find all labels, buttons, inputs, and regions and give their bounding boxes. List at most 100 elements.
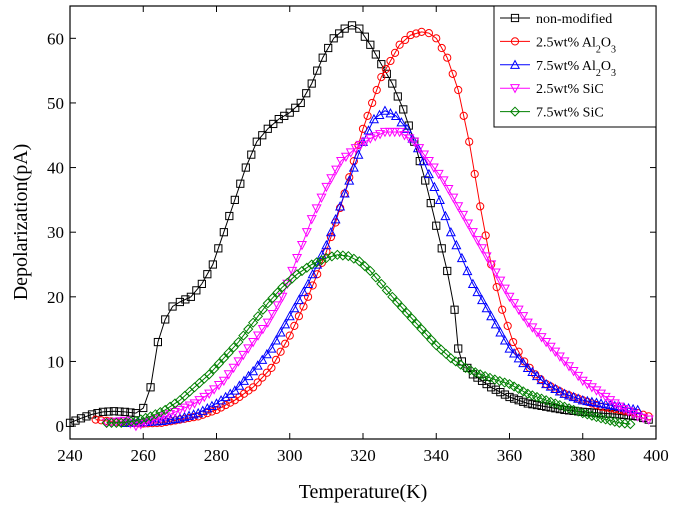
data-point xyxy=(186,292,195,301)
data-point xyxy=(292,253,303,264)
data-point xyxy=(371,50,380,59)
legend-marker xyxy=(509,84,521,94)
data-point xyxy=(204,389,215,400)
data-point xyxy=(577,376,588,387)
series-line xyxy=(69,24,649,424)
legend-marker xyxy=(510,37,520,46)
data-point xyxy=(271,355,281,364)
data-point xyxy=(542,402,551,411)
data-point xyxy=(481,302,492,313)
data-point xyxy=(228,363,239,374)
data-point xyxy=(433,169,444,180)
data-point xyxy=(306,215,317,225)
data-point xyxy=(153,337,163,347)
data-point xyxy=(331,165,342,175)
data-point xyxy=(335,201,346,211)
data-point xyxy=(460,362,471,374)
data-point xyxy=(267,363,276,373)
x-tick-label: 340 xyxy=(424,446,450,465)
data-point xyxy=(233,336,244,348)
data-point xyxy=(311,257,322,268)
data-point xyxy=(394,127,405,138)
data-point xyxy=(326,251,337,262)
data-point xyxy=(233,357,244,367)
data-point xyxy=(387,291,398,302)
data-point xyxy=(601,409,610,418)
data-point xyxy=(343,250,354,262)
data-point xyxy=(349,157,358,166)
legend-label: 7.5wt% Al2O3 xyxy=(536,59,616,79)
data-point xyxy=(272,301,283,311)
data-point xyxy=(130,415,142,427)
data-point xyxy=(294,312,304,321)
data-point xyxy=(82,412,91,421)
data-point xyxy=(324,43,333,53)
data-point xyxy=(443,185,454,195)
data-point xyxy=(329,34,338,43)
data-point xyxy=(582,395,593,406)
data-point xyxy=(499,284,510,294)
data-point xyxy=(390,48,400,57)
data-point xyxy=(591,397,602,407)
y-tick-label: 10 xyxy=(47,352,64,371)
data-point xyxy=(632,404,643,415)
data-point xyxy=(450,356,461,367)
data-point xyxy=(225,388,236,398)
x-tick-label: 260 xyxy=(131,446,157,465)
legend-label-part: O xyxy=(601,35,611,50)
data-point xyxy=(209,385,220,395)
data-point xyxy=(146,383,155,392)
data-point xyxy=(504,292,515,303)
data-point xyxy=(326,174,337,184)
legend-label-part: 7.5wt% SiC xyxy=(536,106,604,121)
data-point xyxy=(267,309,278,320)
data-point xyxy=(596,389,607,400)
data-point xyxy=(437,43,446,53)
data-point xyxy=(381,285,392,296)
data-point xyxy=(291,103,300,112)
data-point xyxy=(287,266,298,277)
legend-marker xyxy=(509,59,521,69)
data-point xyxy=(311,204,322,214)
data-point xyxy=(252,137,261,146)
data-point xyxy=(438,176,449,186)
data-point xyxy=(472,236,483,246)
data-point xyxy=(243,370,254,381)
data-point xyxy=(487,383,496,392)
data-point xyxy=(360,137,371,147)
data-point xyxy=(243,324,254,335)
data-point xyxy=(174,405,185,416)
data-point xyxy=(486,260,497,270)
data-point xyxy=(401,307,413,319)
data-point xyxy=(175,297,184,307)
data-point xyxy=(443,53,452,62)
data-point xyxy=(409,137,420,147)
x-tick-label: 380 xyxy=(570,446,596,465)
data-point xyxy=(192,286,201,295)
x-tick-label: 280 xyxy=(204,446,230,465)
data-point xyxy=(586,396,597,406)
data-point xyxy=(500,390,510,399)
data-point xyxy=(518,357,529,368)
data-point xyxy=(354,256,365,267)
data-point xyxy=(434,194,445,204)
data-point xyxy=(280,319,291,329)
data-point xyxy=(252,331,264,341)
data-point xyxy=(568,367,579,377)
data-point xyxy=(416,324,427,335)
data-point xyxy=(596,398,607,408)
data-point xyxy=(236,179,245,188)
data-point xyxy=(458,210,469,221)
data-point xyxy=(470,367,481,378)
data-point xyxy=(395,40,404,49)
data-point xyxy=(262,368,271,377)
data-point xyxy=(536,374,547,385)
data-point xyxy=(513,383,524,395)
data-point xyxy=(223,347,234,358)
data-point xyxy=(370,272,381,283)
data-point xyxy=(628,409,639,420)
legend-label-part: 2.5wt% Al xyxy=(536,35,596,50)
data-point xyxy=(223,370,234,380)
data-point xyxy=(600,392,611,403)
